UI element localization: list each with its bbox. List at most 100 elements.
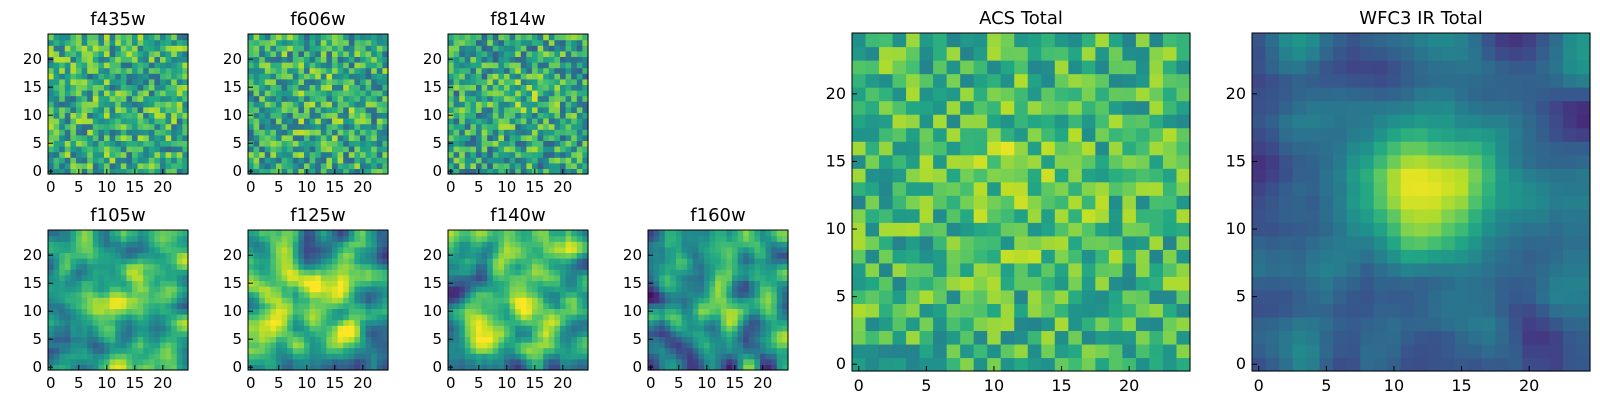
heatmap-cell <box>554 129 561 136</box>
heatmap-cell <box>732 347 739 354</box>
heatmap-cell <box>354 302 361 309</box>
heatmap-cell <box>1068 208 1083 223</box>
heatmap-cell <box>126 353 133 360</box>
heatmap-cell <box>448 45 455 52</box>
heatmap-cell <box>165 162 172 169</box>
heatmap-cell <box>276 358 283 365</box>
heatmap-cell <box>653 241 660 248</box>
heatmap-cell <box>715 291 722 298</box>
heatmap-cell <box>582 314 589 321</box>
heatmap-cell <box>143 56 150 63</box>
heatmap-cell <box>692 353 699 360</box>
heatmap-cell <box>382 330 389 337</box>
heatmap-cell <box>81 302 88 309</box>
heatmap-cell <box>698 330 705 337</box>
heatmap-cell <box>487 252 494 259</box>
heatmap-cell <box>360 45 367 52</box>
heatmap-cell <box>726 241 733 248</box>
heatmap-cell <box>182 330 189 337</box>
y-tick-label: 0 <box>632 358 642 376</box>
heatmap-cell <box>906 357 921 372</box>
heatmap-cell <box>520 168 527 175</box>
heatmap-cell <box>576 146 583 153</box>
heatmap-cell <box>365 62 372 69</box>
heatmap-cell <box>115 353 122 360</box>
heatmap-cell <box>53 90 60 97</box>
heatmap-cell <box>498 56 505 63</box>
heatmap-cell <box>160 336 167 343</box>
heatmap-cell <box>459 168 466 175</box>
heatmap-cell <box>354 157 361 164</box>
heatmap-cell <box>543 73 550 80</box>
x-tick-label: 0 <box>246 178 256 196</box>
heatmap-cell <box>132 302 139 309</box>
heatmap-cell <box>109 39 116 46</box>
heatmap-cell <box>76 101 83 108</box>
heatmap-cell <box>98 146 105 153</box>
heatmap-cell <box>120 34 127 41</box>
heatmap-cell <box>332 134 339 141</box>
heatmap-cell <box>459 78 466 85</box>
heatmap-cell <box>360 118 367 125</box>
heatmap-cell <box>264 325 271 332</box>
heatmap-cell <box>498 95 505 102</box>
heatmap-cell <box>470 50 477 57</box>
heatmap-cell <box>165 235 172 242</box>
heatmap-cell <box>270 241 277 248</box>
heatmap-cell <box>681 241 688 248</box>
heatmap-cell <box>115 297 122 304</box>
heatmap-cell <box>509 308 516 315</box>
heatmap-cell <box>692 274 699 281</box>
heatmap-cell <box>115 325 122 332</box>
heatmap-cell <box>81 123 88 130</box>
heatmap-cell <box>1014 276 1029 291</box>
heatmap-cell <box>560 39 567 46</box>
heatmap-cell <box>582 274 589 281</box>
heatmap-cell <box>182 274 189 281</box>
heatmap-cell <box>348 308 355 315</box>
heatmap-cell <box>692 297 699 304</box>
heatmap-cell <box>543 314 550 321</box>
heatmap-cell <box>309 129 316 136</box>
heatmap-cell <box>464 67 471 74</box>
heatmap-cell <box>81 246 88 253</box>
heatmap-cell <box>292 39 299 46</box>
heatmap-cell <box>487 162 494 169</box>
heatmap-cell <box>376 325 383 332</box>
heatmap-cell <box>315 252 322 259</box>
heatmap-cell <box>115 140 122 147</box>
heatmap-cell <box>354 45 361 52</box>
heatmap-cell <box>53 252 60 259</box>
heatmap-cell <box>481 353 488 360</box>
heatmap-cell <box>292 319 299 326</box>
heatmap-cell <box>148 246 155 253</box>
heatmap-cell <box>64 78 71 85</box>
heatmap-cell <box>76 90 83 97</box>
heatmap-cell <box>537 123 544 130</box>
heatmap-cell <box>1054 289 1069 304</box>
heatmap-cell <box>748 263 755 270</box>
heatmap-cell <box>748 291 755 298</box>
heatmap-cell <box>92 319 99 326</box>
heatmap-cell <box>320 101 327 108</box>
heatmap-cell <box>304 34 311 41</box>
heatmap-cell <box>748 274 755 281</box>
heatmap-cell <box>360 39 367 46</box>
heatmap-cell <box>520 95 527 102</box>
heatmap-cell <box>1068 141 1083 156</box>
heatmap-cell <box>354 73 361 80</box>
heatmap-cell <box>76 106 83 113</box>
heatmap-cell <box>98 286 105 293</box>
heatmap-cell <box>309 168 316 175</box>
heatmap-cell <box>304 39 311 46</box>
heatmap-cell <box>1014 235 1029 250</box>
heatmap-cell <box>571 364 578 371</box>
heatmap-cell <box>743 241 750 248</box>
heatmap-cell <box>1054 357 1069 372</box>
heatmap-cell <box>320 269 327 276</box>
heatmap-cell <box>576 67 583 74</box>
heatmap-cell <box>515 263 522 270</box>
heatmap-cell <box>526 134 533 141</box>
heatmap-cell <box>182 230 189 237</box>
heatmap-cell <box>176 39 183 46</box>
